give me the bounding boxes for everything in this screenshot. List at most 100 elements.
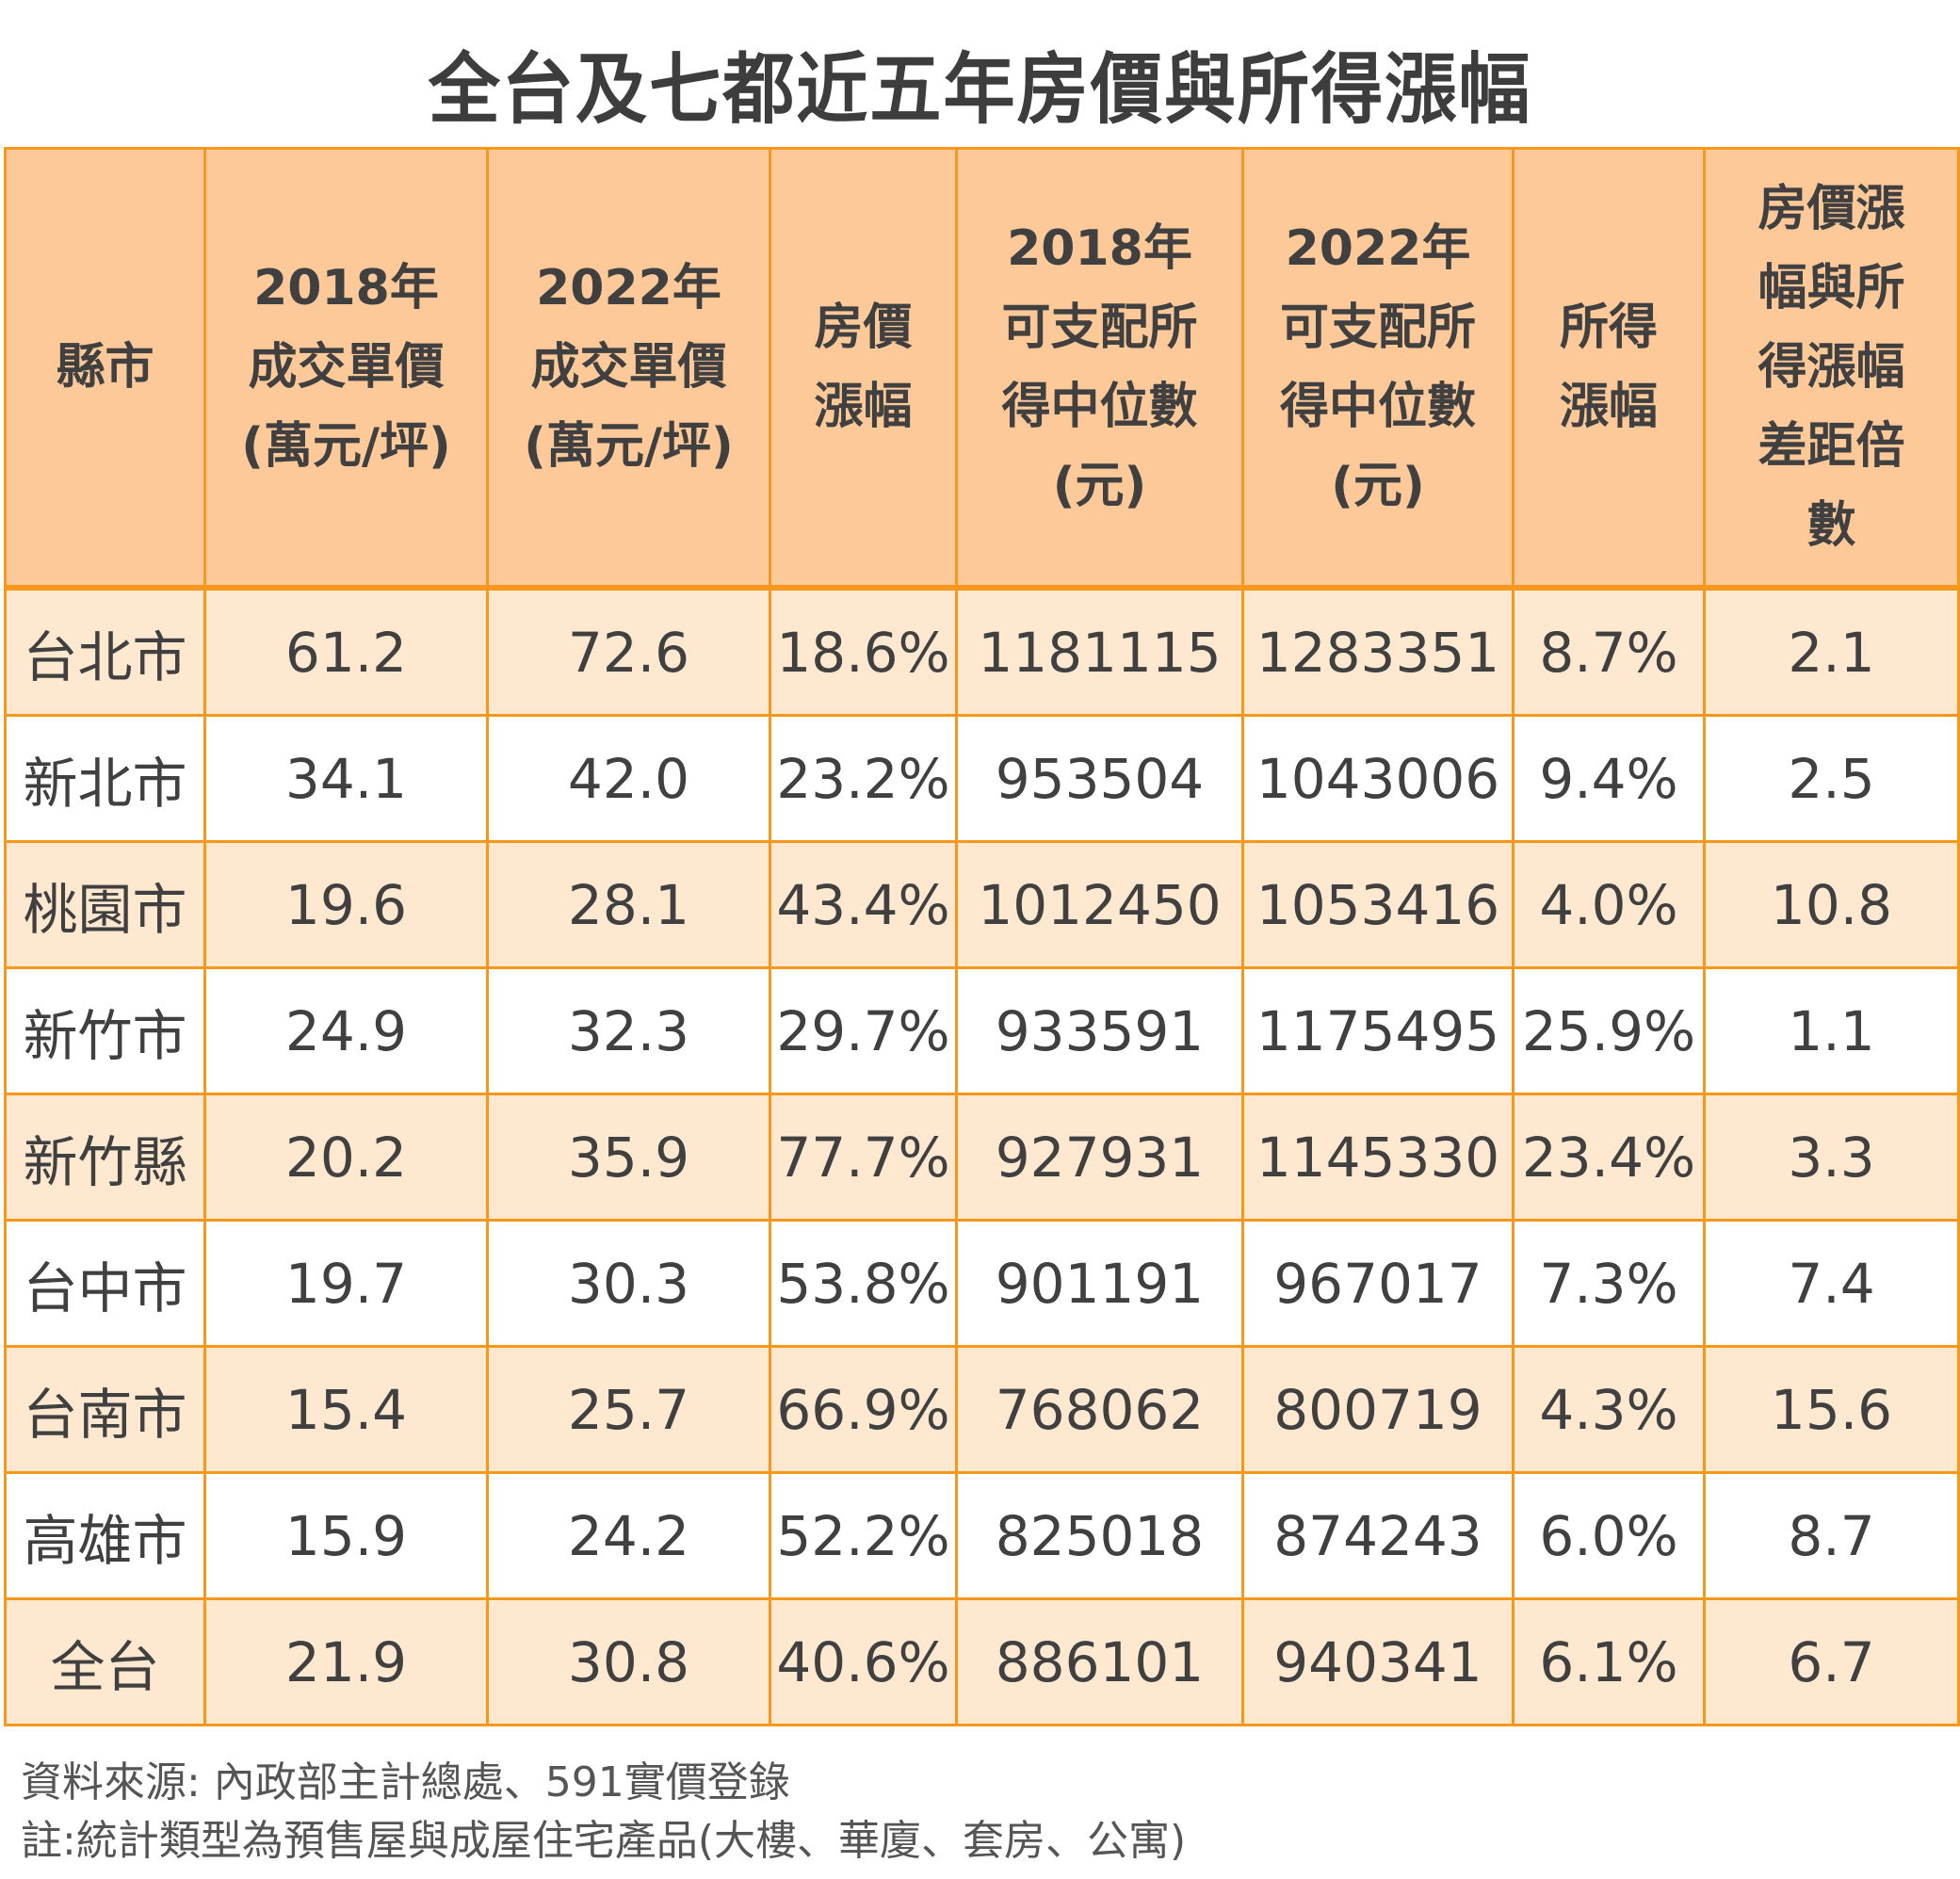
cell-price-2018: 61.2 bbox=[203, 586, 489, 717]
cell-price-2018: 21.9 bbox=[203, 1597, 489, 1726]
header-line: 房價 bbox=[814, 300, 913, 356]
header-line: (萬元/坪) bbox=[241, 418, 451, 475]
table-row: 新竹縣 20.2 35.9 77.7% 927931 1145330 23.4% 3.3 bbox=[4, 1093, 1960, 1222]
table-row: 台北市 61.2 72.6 18.6% 1181115 1283351 8.7% 2.1 bbox=[4, 586, 1960, 717]
cell-gap-ratio: 2.1 bbox=[1703, 586, 1960, 717]
cell-income-growth: 25.9% bbox=[1512, 966, 1706, 1095]
cell-income-2018: 1181115 bbox=[955, 586, 1244, 717]
table-row: 台中市 19.7 30.3 53.8% 901191 967017 7.3% 7.4 bbox=[4, 1219, 1960, 1348]
cell-income-2018: 768062 bbox=[955, 1345, 1244, 1474]
cell-income-growth: 4.3% bbox=[1512, 1345, 1706, 1474]
cell-price-2022: 42.0 bbox=[486, 714, 771, 843]
header-income-2022: 2022年 可支配所 得中位數 (元) bbox=[1241, 147, 1515, 591]
table-row: 高雄市 15.9 24.2 52.2% 825018 874243 6.0% 8.7 bbox=[4, 1471, 1960, 1600]
cell-gap-ratio: 3.3 bbox=[1703, 1093, 1960, 1222]
header-line: 得漲幅 bbox=[1758, 339, 1905, 396]
header-line: (元) bbox=[1331, 458, 1425, 514]
header-line: 差距倍 bbox=[1758, 418, 1905, 475]
cell-price-2018: 15.9 bbox=[203, 1471, 489, 1600]
header-line: 房價漲 bbox=[1758, 181, 1905, 237]
cell-county: 新竹縣 bbox=[4, 1093, 206, 1222]
cell-gap-ratio: 15.6 bbox=[1703, 1345, 1960, 1474]
cell-income-2018: 953504 bbox=[955, 714, 1244, 843]
cell-gap-ratio: 10.8 bbox=[1703, 840, 1960, 969]
cell-income-2018: 825018 bbox=[955, 1471, 1244, 1600]
cell-income-2022: 1145330 bbox=[1241, 1093, 1515, 1222]
cell-income-2022: 1283351 bbox=[1241, 586, 1515, 717]
source-note: 資料來源: 內政部主計總處、591實價登錄 bbox=[21, 1758, 790, 1806]
header-county: 縣市 bbox=[4, 147, 206, 591]
header-line: 2022年 bbox=[1285, 220, 1471, 277]
header-line: (萬元/坪) bbox=[524, 418, 734, 475]
header-price-2018: 2018年 成交單價 (萬元/坪) bbox=[203, 147, 489, 591]
header-line: 數 bbox=[1806, 497, 1856, 554]
cell-gap-ratio: 1.1 bbox=[1703, 966, 1960, 1095]
cell-income-growth: 4.0% bbox=[1512, 840, 1706, 969]
cell-county: 桃園市 bbox=[4, 840, 206, 969]
header-line: (元) bbox=[1052, 458, 1147, 514]
cell-county: 全台 bbox=[4, 1597, 206, 1726]
cell-price-2018: 19.6 bbox=[203, 840, 489, 969]
cell-income-growth: 6.0% bbox=[1512, 1471, 1706, 1600]
header-line: 漲幅 bbox=[1559, 379, 1658, 435]
data-table: 縣市 2018年 成交單價 (萬元/坪) 2022年 成交單價 (萬元/坪) 房… bbox=[4, 147, 1960, 1726]
header-line: 幅與所 bbox=[1758, 260, 1905, 316]
cell-county: 高雄市 bbox=[4, 1471, 206, 1600]
cell-income-growth: 6.1% bbox=[1512, 1597, 1706, 1726]
cell-income-2022: 1043006 bbox=[1241, 714, 1515, 843]
cell-income-2022: 967017 bbox=[1241, 1219, 1515, 1348]
footnotes: 資料來源: 內政部主計總處、591實價登錄 註:統計類型為預售屋與成屋住宅產品(… bbox=[21, 1754, 1186, 1871]
cell-price-2022: 28.1 bbox=[486, 840, 771, 969]
header-line: 漲幅 bbox=[814, 379, 913, 435]
cell-gap-ratio: 8.7 bbox=[1703, 1471, 1960, 1600]
cell-income-2018: 927931 bbox=[955, 1093, 1244, 1222]
header-income-growth: 所得 漲幅 bbox=[1512, 147, 1706, 591]
cell-price-2022: 25.7 bbox=[486, 1345, 771, 1474]
cell-county: 新北市 bbox=[4, 714, 206, 843]
cell-gap-ratio: 2.5 bbox=[1703, 714, 1960, 843]
cell-price-growth: 18.6% bbox=[769, 586, 958, 717]
table-row: 全台 21.9 30.8 40.6% 886101 940341 6.1% 6.7 bbox=[4, 1597, 1960, 1726]
cell-income-growth: 8.7% bbox=[1512, 586, 1706, 717]
cell-price-growth: 52.2% bbox=[769, 1471, 958, 1600]
cell-price-2018: 19.7 bbox=[203, 1219, 489, 1348]
header-line: 縣市 bbox=[56, 339, 154, 396]
cell-income-growth: 9.4% bbox=[1512, 714, 1706, 843]
header-line: 成交單價 bbox=[248, 339, 445, 396]
cell-price-2018: 24.9 bbox=[203, 966, 489, 1095]
header-price-2022: 2022年 成交單價 (萬元/坪) bbox=[486, 147, 771, 591]
table-row: 台南市 15.4 25.7 66.9% 768062 800719 4.3% 15.6 bbox=[4, 1345, 1960, 1474]
cell-income-growth: 7.3% bbox=[1512, 1219, 1706, 1348]
cell-price-2018: 34.1 bbox=[203, 714, 489, 843]
header-line: 2022年 bbox=[536, 260, 721, 316]
cell-income-2018: 901191 bbox=[955, 1219, 1244, 1348]
cell-income-2018: 1012450 bbox=[955, 840, 1244, 969]
header-line: 2018年 bbox=[253, 260, 439, 316]
cell-price-growth: 77.7% bbox=[769, 1093, 958, 1222]
header-line: 可支配所 bbox=[1001, 300, 1198, 356]
cell-price-growth: 23.2% bbox=[769, 714, 958, 843]
cell-price-growth: 53.8% bbox=[769, 1219, 958, 1348]
cell-county: 台北市 bbox=[4, 586, 206, 717]
cell-price-2022: 30.8 bbox=[486, 1597, 771, 1726]
page-title: 全台及七都近五年房價與所得漲幅 bbox=[428, 45, 1532, 135]
cell-price-growth: 40.6% bbox=[769, 1597, 958, 1726]
cell-income-2022: 1175495 bbox=[1241, 966, 1515, 1095]
cell-price-2022: 24.2 bbox=[486, 1471, 771, 1600]
header-line: 2018年 bbox=[1007, 220, 1192, 277]
cell-gap-ratio: 6.7 bbox=[1703, 1597, 1960, 1726]
header-row: 縣市 2018年 成交單價 (萬元/坪) 2022年 成交單價 (萬元/坪) 房… bbox=[4, 147, 1960, 591]
cell-price-2022: 30.3 bbox=[486, 1219, 771, 1348]
header-line: 可支配所 bbox=[1279, 300, 1476, 356]
cell-income-2018: 886101 bbox=[955, 1597, 1244, 1726]
cell-income-2022: 1053416 bbox=[1241, 840, 1515, 969]
table-row: 新竹市 24.9 32.3 29.7% 933591 1175495 25.9% 1.1 bbox=[4, 966, 1960, 1095]
cell-income-2022: 800719 bbox=[1241, 1345, 1515, 1474]
cell-county: 新竹市 bbox=[4, 966, 206, 1095]
cell-price-2022: 32.3 bbox=[486, 966, 771, 1095]
cell-income-growth: 23.4% bbox=[1512, 1093, 1706, 1222]
cell-price-growth: 43.4% bbox=[769, 840, 958, 969]
cell-gap-ratio: 7.4 bbox=[1703, 1219, 1960, 1348]
header-income-2018: 2018年 可支配所 得中位數 (元) bbox=[955, 147, 1244, 591]
cell-price-2022: 35.9 bbox=[486, 1093, 771, 1222]
